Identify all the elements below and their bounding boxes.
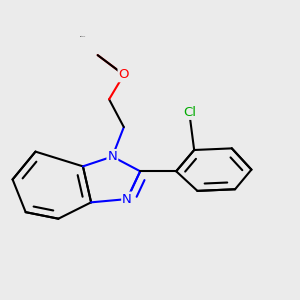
Text: methoxy: methoxy xyxy=(80,36,86,37)
Text: N: N xyxy=(122,193,132,206)
Text: O: O xyxy=(118,68,129,81)
Text: Cl: Cl xyxy=(183,106,196,119)
Text: N: N xyxy=(107,150,117,163)
